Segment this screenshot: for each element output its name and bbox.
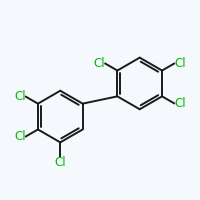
Text: Cl: Cl [94,57,105,70]
Text: Cl: Cl [54,156,66,169]
Text: Cl: Cl [174,97,186,110]
Text: Cl: Cl [14,90,26,103]
Text: Cl: Cl [174,57,186,70]
Text: Cl: Cl [14,130,26,143]
